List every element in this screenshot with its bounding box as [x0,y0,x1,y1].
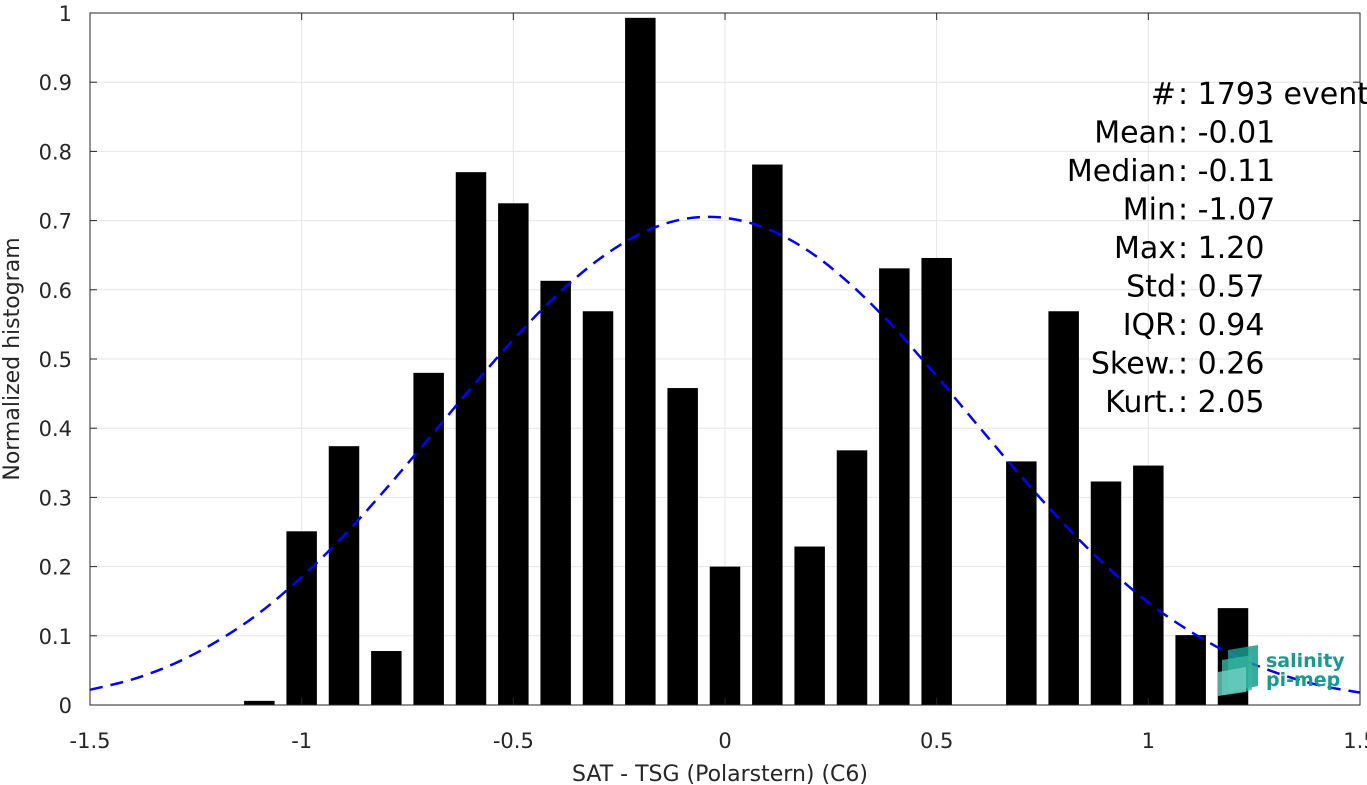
x-tick-label: -1.5 [70,729,111,753]
stat-line: Min: -1.07 [1123,193,1276,228]
stat-value: : -1.07 [1178,193,1275,228]
stat-name: # [1151,77,1176,112]
y-tick-label: 0.4 [39,417,72,441]
stat-name: Mean [1094,116,1176,151]
histogram-bar [709,566,741,705]
x-tick-label: 1 [1142,729,1155,753]
x-axis-label: SAT - TSG (Polarstern) (C6) [572,762,868,785]
tick-labels: -1.5 -1 -0.5 0 0.5 1 1.5 0 0.1 0.2 0.3 0.4 0.5 0.6 0.7… [39,2,1367,753]
x-tick-label: 0.5 [920,729,953,753]
histogram-bar [625,17,656,706]
histogram-bar [921,257,952,705]
histogram-bar [1175,635,1206,705]
gaussian-fit-line [89,215,1361,694]
stat-value: : 0.94 [1178,308,1264,343]
stat-name: Kurt. [1105,385,1176,420]
histogram-bar [1006,461,1037,705]
histogram-bar [667,388,698,705]
y-tick-label: 0.6 [39,279,72,303]
stat-line: Kurt.: 2.05 [1105,385,1264,420]
y-tick-label: 0.8 [39,140,72,164]
x-tick-label: 1.5 [1343,729,1367,753]
logo-line-1: salinity [1266,650,1345,672]
x-tick-label: 0 [718,729,731,753]
stat-value: : -0.11 [1178,154,1275,189]
y-tick-label: 0.3 [39,486,72,510]
stat-name: IQR [1123,308,1176,343]
stat-line: Median: -0.11 [1067,154,1275,189]
histogram-bar [794,546,825,705]
y-tick-label: 0 [59,694,72,718]
stat-line: IQR: 0.94 [1123,308,1265,343]
histogram-bar [582,311,614,705]
stat-value: : 2.05 [1178,385,1264,420]
logo-mark-icon [1218,645,1258,696]
stat-value: : 0.57 [1178,270,1264,305]
stat-value: : 0.26 [1178,347,1264,382]
axes [89,12,1361,706]
stat-value: : -0.01 [1178,116,1275,151]
y-tick-label: 0.5 [39,348,72,372]
histogram-bar [836,450,868,705]
histogram-bar [1048,311,1079,705]
histogram-bar [371,651,402,705]
stat-line: Std: 0.57 [1126,270,1264,305]
histogram-bar [1133,465,1164,705]
histogram-bar [540,280,571,705]
stat-line: Max: 1.20 [1114,231,1264,266]
gaussian-fit-curve [89,215,1361,694]
stat-name: Median [1067,154,1176,189]
stat-name: Skew. [1091,347,1176,382]
y-tick-label: 0.1 [39,625,72,649]
histogram-bar [1090,481,1122,705]
x-tick-label: -0.5 [493,729,534,753]
histogram-bar [498,203,529,706]
histogram-bar [413,372,444,705]
histogram-bar [328,446,360,705]
y-tick-label: 0.7 [39,210,72,234]
stat-name: Min [1123,193,1176,228]
stat-value: : 1.20 [1178,231,1264,266]
stat-line: Mean: -0.01 [1094,116,1275,151]
stat-name: Max [1114,231,1176,266]
plot-frame [89,12,1361,706]
stat-name: Std [1126,270,1176,305]
y-tick-label: 0.2 [39,556,72,580]
histogram-bar [879,268,910,705]
x-tick-label: -1 [291,729,312,753]
stat-line: Skew.: 0.26 [1091,347,1265,382]
salinity-pimep-logo: salinity pi-mep [1218,645,1345,696]
y-tick-label: 0.9 [39,71,72,95]
logo-line-2: pi-mep [1266,669,1340,691]
histogram-bar [286,531,317,705]
histogram-bars [244,17,1249,706]
y-tick-label: 1 [59,2,72,26]
stat-line: #: 1793 events [1151,77,1367,112]
y-axis-label: Normalized histogram [0,237,25,480]
histogram-bar [455,172,487,705]
histogram-bar [752,164,783,706]
histogram-bar [244,700,275,705]
stat-value: : 1793 events [1178,77,1367,112]
